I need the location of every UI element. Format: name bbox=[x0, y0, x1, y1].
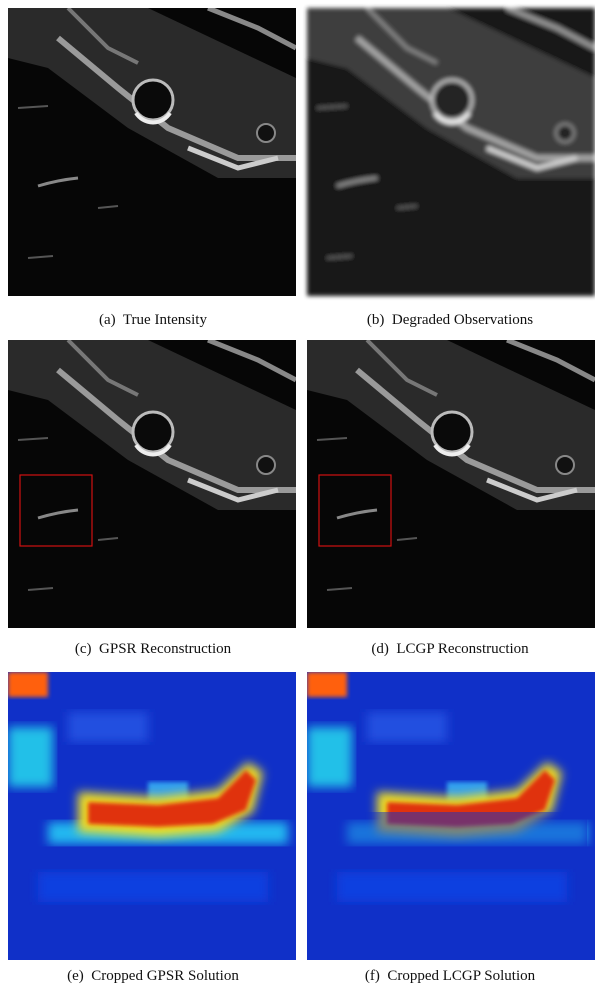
caption: (d) LCGP Reconstruction bbox=[305, 641, 595, 658]
caption: (f) Cropped LCGP Solution bbox=[305, 968, 595, 985]
caption: (b) Degraded Observations bbox=[305, 312, 595, 329]
image-b bbox=[307, 8, 595, 296]
figure-images bbox=[0, 0, 595, 991]
caption: (c) GPSR Reconstruction bbox=[8, 641, 298, 658]
image-a bbox=[8, 8, 296, 296]
image-e bbox=[8, 672, 296, 960]
image-d bbox=[307, 340, 595, 628]
figure: (a) True Intensity (b) Degraded Observat… bbox=[0, 0, 595, 991]
caption: (e) Cropped GPSR Solution bbox=[8, 968, 298, 985]
image-c bbox=[8, 340, 296, 628]
image-f bbox=[307, 672, 595, 960]
caption: (a) True Intensity bbox=[8, 312, 298, 329]
